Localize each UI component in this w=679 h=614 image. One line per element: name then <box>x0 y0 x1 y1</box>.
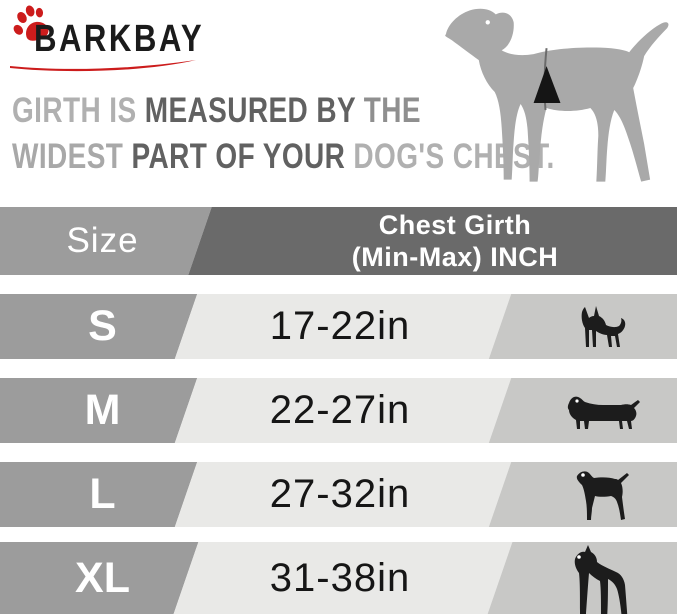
tagline-line-1: GIRTH IS MEASURED BY THE <box>12 88 428 134</box>
range-cell: 22-27in <box>190 378 490 443</box>
icon-cell <box>515 462 677 527</box>
range-cell: 31-38in <box>190 542 490 614</box>
range-value: 22-27in <box>269 388 411 432</box>
icon-cell <box>515 378 677 443</box>
size-cell: XL <box>0 542 205 614</box>
brand-underline-swoosh <box>10 60 196 72</box>
tagline-text: PART OF YOUR <box>131 137 354 176</box>
size-label: XL <box>75 553 130 602</box>
brand-name: BARKBAY <box>34 18 205 60</box>
size-cell: M <box>0 378 205 443</box>
table-row-m: M 22-27in <box>0 378 677 443</box>
header-size-label: Size <box>66 221 139 260</box>
tagline-text: WIDEST <box>12 137 132 176</box>
table-row-l: L 27-32in <box>0 462 677 527</box>
size-cell: L <box>0 462 205 527</box>
range-cell: 17-22in <box>190 294 490 359</box>
tagline-text: THE <box>363 91 421 130</box>
tagline-line-2: WIDEST PART OF YOUR DOG'S CHEST. <box>12 134 554 180</box>
header-girth-cell: Chest Girth (Min-Max) INCH <box>260 207 650 275</box>
dachshund-icon <box>567 396 640 429</box>
icon-cell <box>515 294 677 359</box>
tagline-text: MEASURED BY <box>144 91 364 130</box>
range-cell: 27-32in <box>190 462 490 527</box>
chest-girth-marker-triangle <box>533 66 561 103</box>
header-girth-line1: Chest Girth <box>378 210 532 240</box>
chihuahua-icon <box>581 305 625 347</box>
size-label: L <box>89 470 116 518</box>
rottweiler-icon <box>576 470 629 520</box>
header-girth-line2: (Min-Max) INCH <box>351 242 559 272</box>
tagline: GIRTH IS MEASURED BY THE WIDEST PART OF … <box>12 88 554 180</box>
table-header-row: Size Chest Girth (Min-Max) INCH <box>0 207 677 275</box>
range-value: 31-38in <box>269 555 411 600</box>
size-cell: S <box>0 294 205 359</box>
size-label: M <box>84 386 121 434</box>
dog-eye <box>485 20 490 25</box>
range-value: 27-32in <box>269 472 411 516</box>
great-dane-icon <box>574 545 627 614</box>
header-size-cell: Size <box>0 207 205 275</box>
brand-logo: BARKBAY <box>8 2 208 78</box>
tagline-text: GIRTH IS <box>12 91 145 130</box>
icon-cell <box>515 542 677 614</box>
paw-icon <box>13 5 49 41</box>
size-label: S <box>88 302 117 350</box>
range-value: 17-22in <box>269 304 411 348</box>
tagline-text: DOG'S CHEST. <box>353 137 555 176</box>
table-row-xl: XL 31-38in <box>0 542 677 614</box>
table-row-s: S 17-22in <box>0 294 677 359</box>
dog-girth-illustration <box>445 8 669 182</box>
